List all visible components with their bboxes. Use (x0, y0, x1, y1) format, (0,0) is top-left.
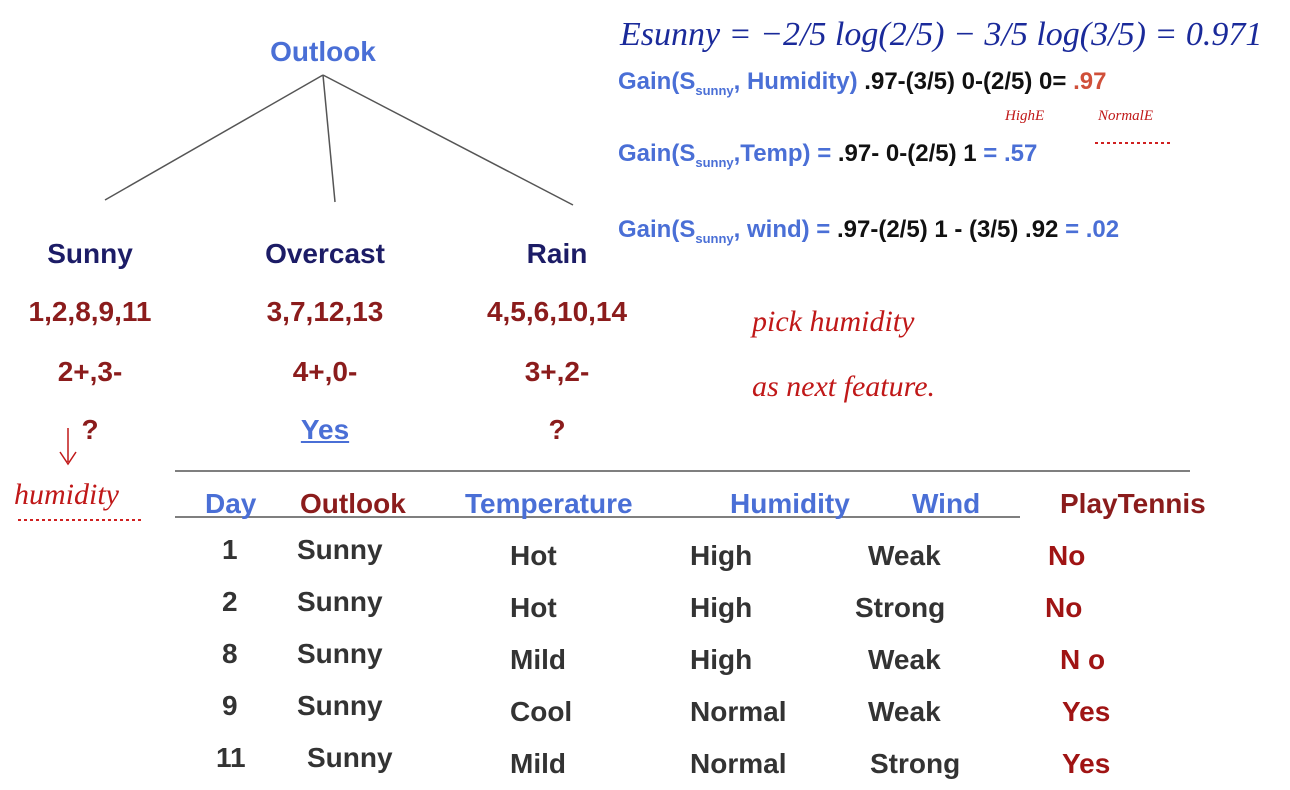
table-header: Day (205, 488, 257, 519)
table-cell: Mild (510, 644, 566, 675)
pick-note: pick humidity (752, 305, 915, 338)
table-header: Outlook (300, 488, 406, 519)
table-cell: Hot (510, 540, 557, 571)
table-cell: Mild (510, 748, 566, 779)
gain-head: Gain(S (618, 216, 696, 243)
table-cell: Normal (690, 696, 787, 727)
branch-days: 4,5,6,10,14 (486, 296, 628, 327)
table-cell: Hot (510, 592, 557, 623)
gain-result: = .02 (1065, 216, 1120, 243)
branch-label: Sunny (47, 238, 133, 269)
table-header: PlayTennis (1060, 488, 1206, 519)
table-cell: Weak (868, 696, 941, 727)
table-cell: Strong (870, 748, 961, 779)
table-cell: High (690, 540, 753, 571)
branch-result: Yes (300, 414, 350, 445)
humidity-note: humidity (14, 478, 119, 511)
table-cell: Yes (1062, 696, 1111, 727)
high-note: HighE (1005, 108, 1045, 124)
table-cell: High (690, 644, 753, 675)
entropy-note: Esunny = −2/5 log(2/5) − 3/5 log(3/5) = … (620, 16, 1263, 53)
table-cell: 9 (222, 690, 238, 721)
table-header: Wind (912, 488, 981, 519)
gain-head: Gain(S (618, 68, 696, 95)
table-cell: Normal (690, 748, 787, 779)
table-cell: 2 (222, 586, 238, 617)
gain-expr: .97-(2/5) 1 - (3/5) .92 (830, 216, 1066, 243)
table-cell: Sunny (297, 638, 383, 669)
gain-sub: sunny (695, 230, 734, 246)
branch-counts: 4+,0- (292, 356, 358, 387)
table-cell: Sunny (297, 586, 383, 617)
table-cell: No (1045, 592, 1083, 623)
branch-days: 1,2,8,9,11 (28, 296, 152, 327)
normal-note: NormalE (1098, 108, 1154, 124)
gain-line: Gain(Ssunny, wind) = .97-(2/5) 1 - (3/5)… (618, 216, 1119, 246)
table-cell: N o (1060, 644, 1106, 675)
branch-result: ? (548, 414, 566, 445)
gain-sub: sunny (695, 82, 734, 98)
branch-counts: 3+,2- (524, 356, 590, 387)
table-cell: High (690, 592, 753, 623)
gain-attr: ,Temp) = (733, 140, 832, 167)
table-cell: Sunny (297, 690, 383, 721)
gain-expr: .97-(3/5) 0-(2/5) 0= (857, 68, 1067, 95)
table-cell: Sunny (307, 742, 393, 773)
branch-counts: 2+,3- (57, 356, 123, 387)
gain-head: Gain(S (618, 140, 696, 167)
root: Outlook (270, 36, 376, 67)
table-cell: Yes (1062, 748, 1111, 779)
table-header: Temperature (465, 488, 633, 519)
table-header: Humidity (730, 488, 850, 519)
gain-attr: , Humidity) (733, 68, 858, 95)
table-cell: 8 (222, 638, 238, 669)
table-cell: Sunny (297, 534, 383, 565)
table-cell: 1 (222, 534, 238, 565)
gain-line: Gain(Ssunny, Humidity) .97-(3/5) 0-(2/5)… (618, 68, 1106, 98)
branch-result: ? (81, 414, 99, 445)
table-cell: No (1048, 540, 1086, 571)
gain-result: .97 (1066, 68, 1107, 95)
gain-result: = .57 (983, 140, 1038, 167)
table-cell: Cool (510, 696, 573, 727)
table-cell: Weak (868, 644, 941, 675)
pick-note: as next feature. (752, 370, 936, 403)
table-cell: Weak (868, 540, 941, 571)
branch-label: Overcast (265, 238, 385, 269)
gain-attr: , wind) = (733, 216, 831, 243)
table-cell: Strong (855, 592, 946, 623)
gain-expr: .97- 0-(2/5) 1 (831, 140, 984, 167)
gain-sub: sunny (695, 154, 734, 170)
branch-days: 3,7,12,13 (266, 296, 384, 327)
gain-line: Gain(Ssunny,Temp) = .97- 0-(2/5) 1 = .57 (618, 140, 1037, 170)
table-cell: 11 (216, 742, 246, 773)
branch-label: Rain (526, 238, 588, 269)
